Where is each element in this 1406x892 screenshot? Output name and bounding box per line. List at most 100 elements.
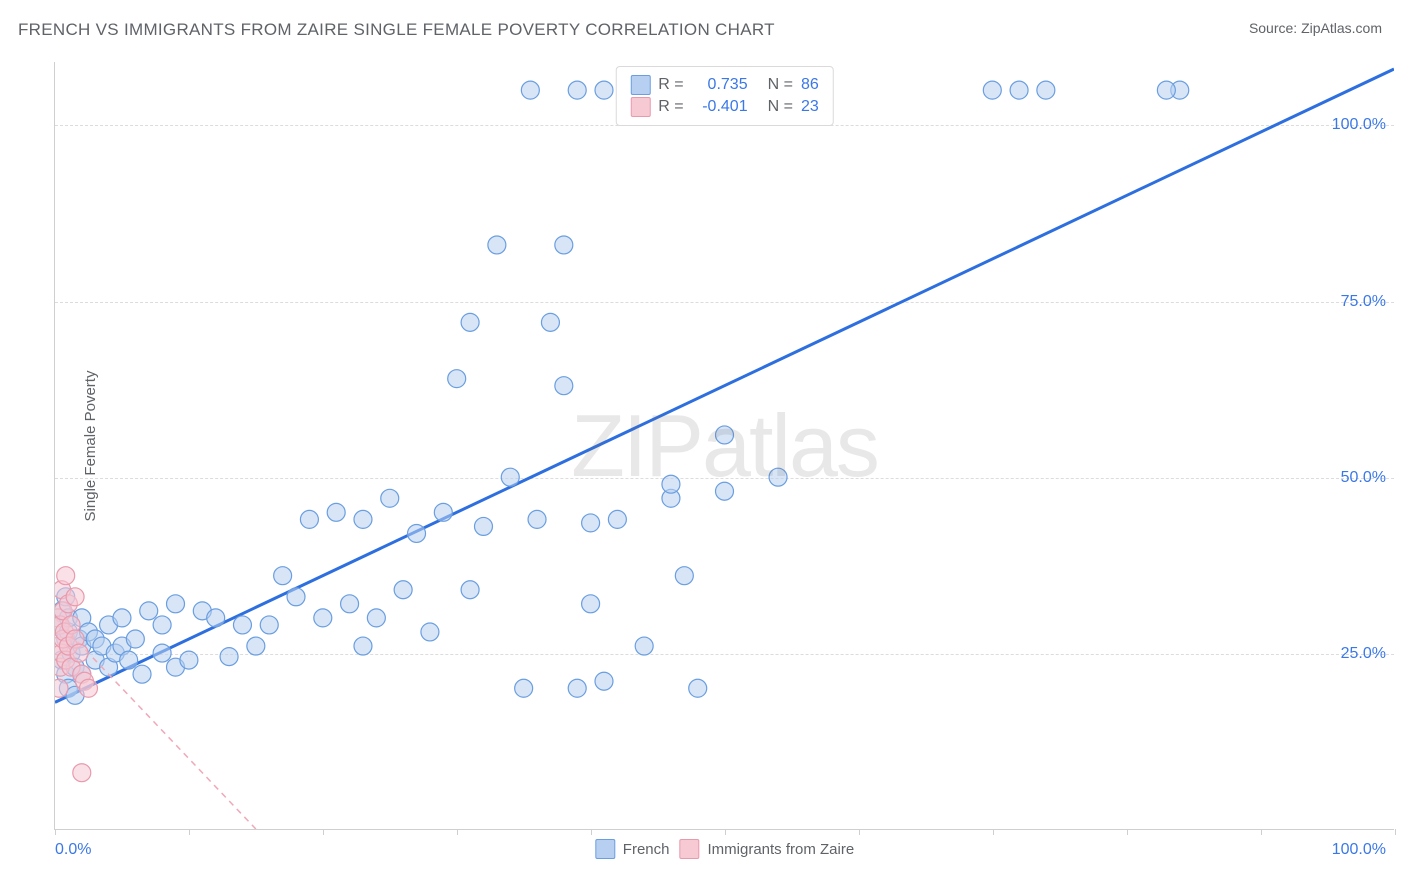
data-point (341, 595, 359, 613)
data-point (461, 313, 479, 331)
data-point (73, 764, 91, 782)
data-point (66, 588, 84, 606)
xtick-mark (859, 829, 860, 835)
correlation-legend: R = 0.735 N = 86 R = -0.401 N = 23 (615, 66, 833, 126)
swatch-blue (595, 839, 615, 859)
data-point (595, 81, 613, 99)
data-point (582, 595, 600, 613)
data-point (300, 510, 318, 528)
xtick-mark (993, 829, 994, 835)
legend-item-french: French (595, 839, 670, 859)
xtick-mark (725, 829, 726, 835)
data-point (434, 503, 452, 521)
data-point (167, 595, 185, 613)
xtick-mark (1261, 829, 1262, 835)
data-point (233, 616, 251, 634)
data-point (126, 630, 144, 648)
series-legend: French Immigrants from Zaire (595, 839, 854, 859)
data-point (488, 236, 506, 254)
data-point (461, 581, 479, 599)
xtick-min: 0.0% (55, 841, 91, 859)
data-point (79, 679, 97, 697)
data-point (354, 510, 372, 528)
data-point (421, 623, 439, 641)
data-point (689, 679, 707, 697)
data-point (394, 581, 412, 599)
swatch-blue (630, 75, 650, 95)
legend-item-zaire: Immigrants from Zaire (679, 839, 854, 859)
data-point (541, 313, 559, 331)
n-value-zaire: 23 (801, 98, 819, 116)
data-point (1037, 81, 1055, 99)
data-point (327, 503, 345, 521)
data-point (716, 426, 734, 444)
data-point (354, 637, 372, 655)
data-point (153, 616, 171, 634)
xtick-mark (55, 829, 56, 835)
data-point (568, 679, 586, 697)
data-point (220, 648, 238, 666)
data-point (769, 468, 787, 486)
scatter-svg (55, 62, 1394, 829)
data-point (260, 616, 278, 634)
data-point (207, 609, 225, 627)
legend-row-zaire: R = -0.401 N = 23 (630, 97, 818, 117)
xtick-mark (457, 829, 458, 835)
data-point (180, 651, 198, 669)
data-point (595, 672, 613, 690)
data-point (582, 514, 600, 532)
xtick-max: 100.0% (1332, 841, 1386, 859)
data-point (568, 81, 586, 99)
data-point (57, 567, 75, 585)
data-point (274, 567, 292, 585)
data-point (287, 588, 305, 606)
plot-area: Single Female Poverty 25.0%50.0%75.0%100… (54, 62, 1394, 830)
xtick-mark (323, 829, 324, 835)
n-value-french: 86 (801, 76, 819, 94)
data-point (608, 510, 626, 528)
swatch-pink (630, 97, 650, 117)
data-point (521, 81, 539, 99)
data-point (140, 602, 158, 620)
data-point (55, 679, 68, 697)
legend-label-french: French (623, 841, 670, 858)
xtick-mark (1127, 829, 1128, 835)
data-point (528, 510, 546, 528)
data-point (70, 644, 88, 662)
data-point (408, 524, 426, 542)
data-point (635, 637, 653, 655)
data-point (133, 665, 151, 683)
data-point (515, 679, 533, 697)
n-label: N = (768, 98, 793, 116)
r-label: R = (658, 98, 683, 116)
data-point (247, 637, 265, 655)
n-label: N = (768, 76, 793, 94)
trend-line (55, 69, 1394, 702)
data-point (113, 609, 131, 627)
data-point (983, 81, 1001, 99)
data-point (153, 644, 171, 662)
r-value-french: 0.735 (692, 76, 748, 94)
r-value-zaire: -0.401 (692, 98, 748, 116)
data-point (662, 475, 680, 493)
xtick-mark (1395, 829, 1396, 835)
data-point (716, 482, 734, 500)
data-point (1157, 81, 1175, 99)
swatch-pink (679, 839, 699, 859)
legend-row-french: R = 0.735 N = 86 (630, 75, 818, 95)
data-point (555, 377, 573, 395)
data-point (314, 609, 332, 627)
data-point (675, 567, 693, 585)
legend-label-zaire: Immigrants from Zaire (707, 841, 854, 858)
data-point (381, 489, 399, 507)
xtick-mark (591, 829, 592, 835)
data-point (501, 468, 519, 486)
data-point (474, 517, 492, 535)
xtick-mark (189, 829, 190, 835)
data-point (555, 236, 573, 254)
data-point (1010, 81, 1028, 99)
data-point (448, 370, 466, 388)
r-label: R = (658, 76, 683, 94)
data-point (120, 651, 138, 669)
chart-title: FRENCH VS IMMIGRANTS FROM ZAIRE SINGLE F… (18, 20, 775, 40)
